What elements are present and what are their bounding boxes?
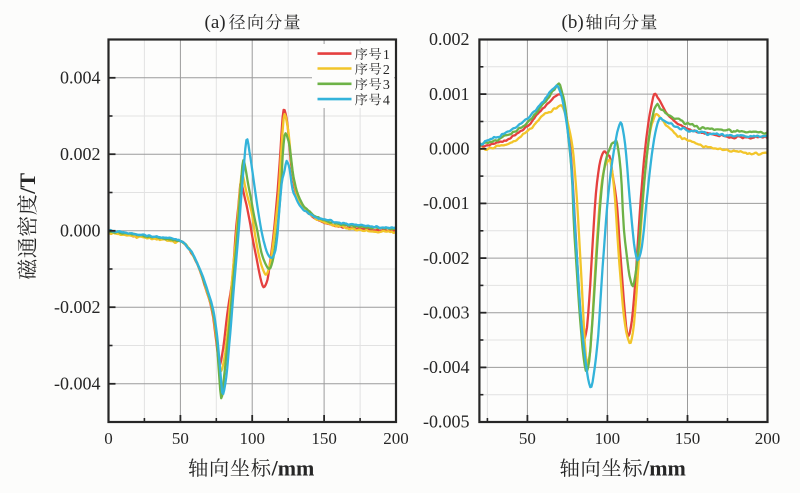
svg-text:-0.005: -0.005 (423, 412, 470, 432)
svg-text:0.001: 0.001 (429, 84, 470, 104)
svg-text:2: 2 (383, 63, 390, 78)
svg-text:0.002: 0.002 (60, 144, 101, 164)
svg-text:50: 50 (172, 429, 189, 448)
svg-text:50: 50 (519, 429, 536, 448)
svg-text:150: 150 (311, 429, 337, 448)
svg-text:200: 200 (755, 429, 781, 448)
svg-text:(a): (a) (205, 12, 226, 33)
svg-text:0: 0 (104, 429, 113, 448)
svg-text:-0.002: -0.002 (423, 248, 470, 268)
svg-text:3: 3 (383, 78, 390, 93)
svg-text:-0.003: -0.003 (423, 302, 470, 322)
svg-text:1: 1 (383, 48, 390, 63)
svg-text:0.004: 0.004 (60, 68, 101, 88)
svg-text:-0.004: -0.004 (54, 373, 101, 393)
svg-text:0.000: 0.000 (60, 220, 101, 240)
svg-text:(b): (b) (562, 12, 584, 33)
svg-text:0.000: 0.000 (429, 139, 470, 159)
svg-text:0.002: 0.002 (429, 29, 470, 49)
svg-text:/mm: /mm (642, 455, 686, 480)
svg-text:4: 4 (383, 94, 390, 109)
svg-text:150: 150 (675, 429, 701, 448)
svg-text:-0.001: -0.001 (423, 193, 470, 213)
svg-text:/T: /T (15, 173, 40, 195)
svg-text:100: 100 (239, 429, 265, 448)
svg-text:/mm: /mm (271, 455, 315, 480)
svg-text:100: 100 (595, 429, 621, 448)
svg-text:-0.002: -0.002 (54, 297, 101, 317)
svg-text:200: 200 (383, 429, 409, 448)
svg-text:-0.004: -0.004 (423, 357, 470, 377)
